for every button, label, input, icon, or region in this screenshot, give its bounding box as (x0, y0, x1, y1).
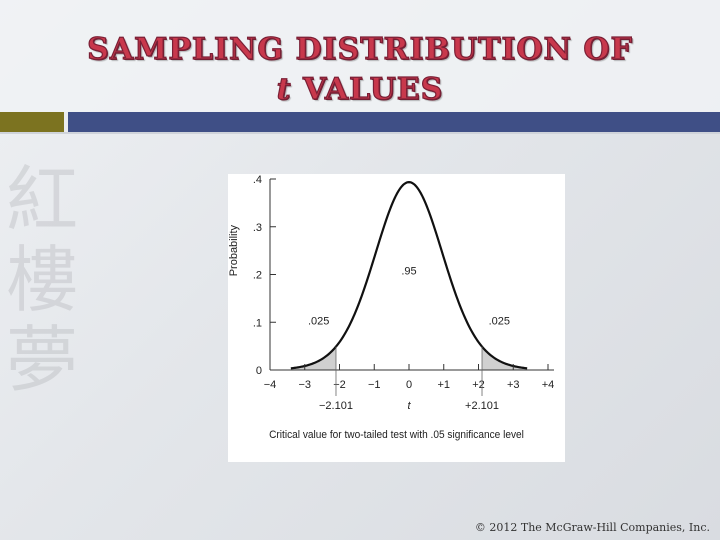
title-band (0, 0, 720, 112)
center-probability-label: .95 (401, 266, 416, 278)
t-distribution-curve (290, 181, 528, 370)
accent-divider (0, 132, 720, 134)
x-tick-label: −3 (298, 379, 311, 391)
critical-value-markers: −2.101 +2.101 (319, 346, 499, 412)
y-tick-label: .4 (253, 174, 262, 186)
x-tick-label: +2 (472, 379, 485, 391)
copyright-footer: © 2012 The McGraw-Hill Companies, Inc. (474, 521, 710, 534)
x-tick-label: −1 (368, 379, 381, 391)
critical-value-label: +2.101 (465, 400, 499, 412)
x-tick-label: +4 (542, 379, 555, 391)
chart-caption: Critical value for two-tailed test with … (269, 429, 524, 441)
slide-title-line2: t VALUES (0, 71, 720, 107)
y-axis-label: Probability (228, 224, 240, 276)
y-tick-label: 0 (256, 365, 262, 377)
x-tick-label: 0 (406, 379, 412, 391)
accent-bar-navy (68, 112, 720, 132)
t-distribution-chart: .4 .3 .2 .1 0 −4 −3 −2 −1 0 +1 +2 +3 +4 −2.101 +2.101… (228, 174, 555, 412)
x-tick-label: −2 (333, 379, 346, 391)
title-t-symbol: t (276, 71, 292, 107)
background-calligraphy-decoration: 紅樓夢 (6, 158, 79, 402)
y-tick-label: .3 (253, 222, 262, 234)
region-labels: .025 .95 .025 (308, 266, 510, 328)
y-axis-ticks: .4 .3 .2 .1 0 (253, 174, 276, 377)
y-tick-label: .2 (253, 270, 262, 282)
x-tick-label: +3 (507, 379, 520, 391)
rejection-region-right (482, 346, 528, 370)
slide-title-line1: SAMPLING DISTRIBUTION OF (87, 31, 633, 67)
t-distribution-figure: .4 .3 .2 .1 0 −4 −3 −2 −1 0 +1 +2 +3 +4 −2.101 +2.101… (228, 174, 565, 462)
critical-value-label: −2.101 (319, 400, 353, 412)
x-axis-variable-label: t (407, 400, 411, 412)
rejection-regions (290, 346, 528, 370)
right-tail-probability-label: .025 (489, 316, 510, 328)
x-tick-label: +1 (437, 379, 450, 391)
left-tail-probability-label: .025 (308, 316, 329, 328)
y-tick-label: .1 (253, 317, 262, 329)
x-tick-label: −4 (264, 379, 277, 391)
title-line2-text: VALUES (291, 71, 444, 107)
rejection-region-left (290, 346, 336, 370)
accent-bar-olive (0, 112, 64, 132)
